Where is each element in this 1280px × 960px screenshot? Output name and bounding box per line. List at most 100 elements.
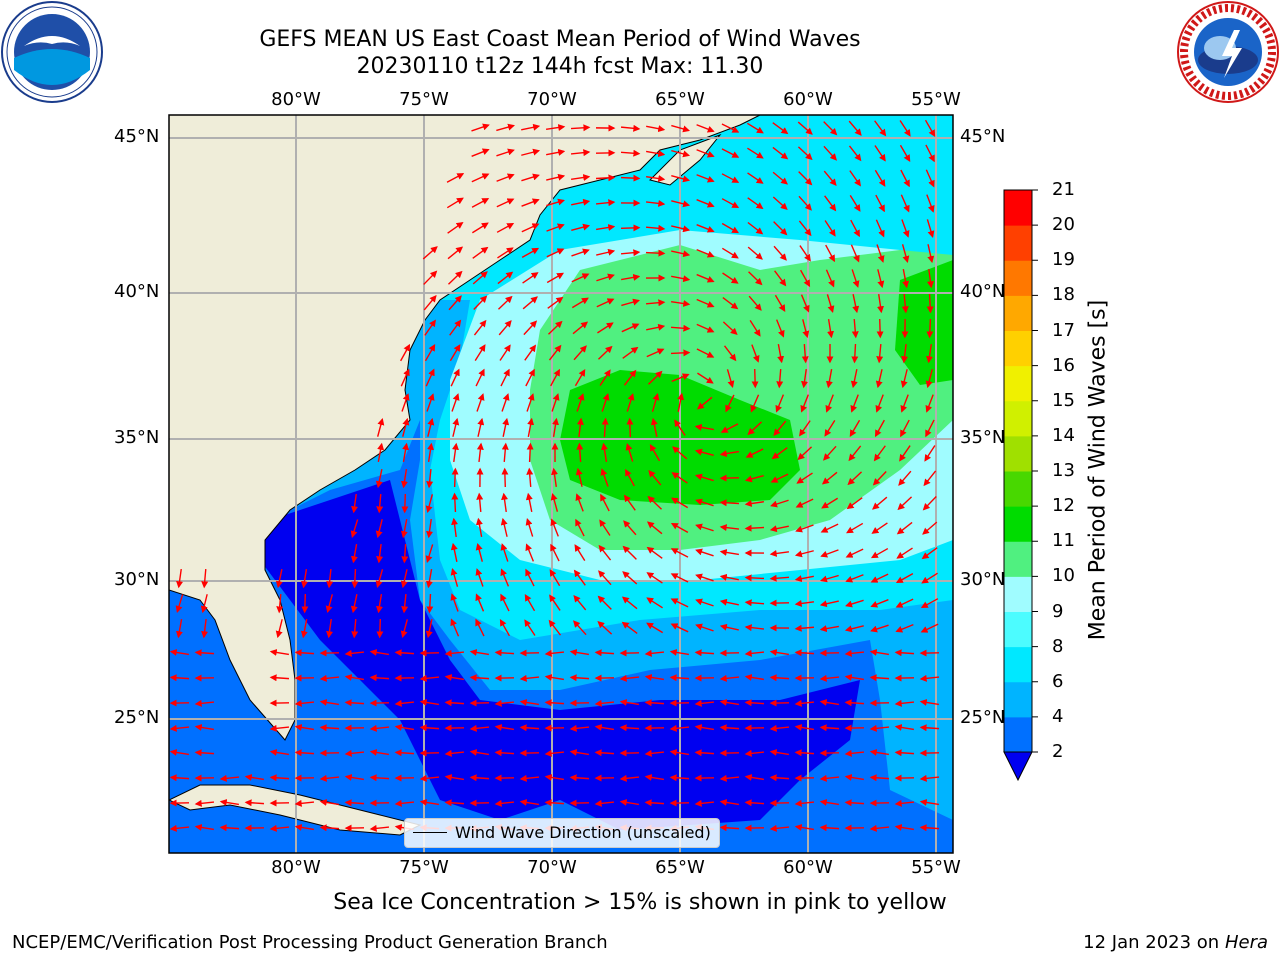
wave-direction-arrow [873, 445, 886, 462]
wave-direction-arrow [671, 472, 688, 484]
wave-direction-arrow [797, 146, 813, 161]
colorbar-tick-label: 21 [1052, 179, 1075, 200]
wave-direction-arrow [802, 319, 810, 339]
wave-direction-arrow [877, 293, 884, 314]
wave-direction-arrow [776, 368, 784, 389]
wave-direction-arrow [619, 774, 640, 782]
wave-direction-arrow [870, 599, 889, 608]
wave-direction-arrow [744, 599, 765, 607]
wave-direction-arrow [569, 724, 590, 732]
wave-direction-arrow [874, 169, 886, 187]
wave-direction-arrow [194, 799, 215, 807]
wave-direction-arrow [447, 270, 463, 285]
wave-direction-arrow [526, 442, 534, 463]
wave-direction-arrow [573, 345, 587, 361]
wave-direction-arrow [575, 467, 583, 487]
wave-direction-arrow [875, 219, 885, 238]
wave-direction-arrow [400, 619, 409, 639]
wave-direction-arrow [444, 649, 465, 657]
wave-direction-arrow [546, 148, 566, 156]
wave-direction-arrow [294, 699, 315, 707]
wave-direction-arrow [919, 724, 940, 732]
wave-direction-arrow [596, 298, 615, 308]
lon-label-top: 80°W [271, 89, 321, 110]
wave-direction-arrow [169, 824, 190, 832]
wave-direction-arrow [497, 295, 513, 310]
wave-direction-arrow [847, 471, 863, 486]
wave-direction-arrow [823, 121, 838, 136]
wave-direction-arrow [671, 373, 690, 383]
wave-direction-arrow [669, 749, 689, 756]
colorbar-tick-label: 15 [1052, 389, 1075, 411]
wave-direction-arrow [875, 394, 884, 413]
wave-direction-arrow [301, 593, 309, 614]
noaa-logo [1, 1, 103, 103]
wave-direction-arrow [594, 649, 615, 657]
wave-direction-arrow [571, 223, 591, 231]
wave-direction-arrow [744, 699, 765, 707]
lon-label-top: 60°W [783, 89, 833, 110]
wave-direction-arrow [901, 219, 910, 238]
wave-period-zone-below-2s [260, 480, 860, 830]
wave-direction-arrow [921, 547, 938, 560]
colorbar-tick-label: 17 [1052, 319, 1075, 341]
wave-direction-arrow [623, 494, 636, 511]
wave-direction-arrow [721, 173, 740, 183]
wave-direction-arrow [646, 150, 666, 158]
wave-direction-arrow [769, 824, 790, 832]
wave-direction-arrow [845, 574, 864, 583]
wave-direction-arrow [546, 248, 565, 258]
wave-direction-arrow [850, 369, 858, 389]
wave-direction-arrow [446, 197, 464, 209]
wave-direction-arrow [451, 393, 460, 412]
wave-direction-arrow [646, 521, 663, 535]
colorbar-segment [1004, 295, 1032, 331]
map-plot-area [169, 115, 953, 853]
wave-direction-arrow [573, 594, 587, 611]
map-frame [168, 114, 954, 854]
lon-label-bottom: 60°W [783, 857, 833, 878]
wave-direction-arrow [451, 517, 459, 538]
wave-direction-arrow [601, 442, 608, 462]
colorbar-tick-label: 9 [1052, 600, 1064, 622]
wave-direction-arrow [175, 594, 184, 613]
wave-direction-arrow [877, 269, 885, 289]
wave-direction-arrow [425, 368, 435, 387]
wave-direction-arrow [244, 799, 265, 807]
wave-direction-arrow [872, 496, 888, 510]
wave-direction-arrow [400, 368, 410, 387]
wave-direction-arrow [919, 674, 940, 682]
wave-direction-arrow [500, 593, 510, 612]
wave-direction-arrow [598, 345, 613, 360]
wave-direction-arrow [770, 499, 789, 508]
wave-direction-arrow [645, 224, 666, 232]
wave-direction-arrow [671, 200, 691, 208]
wave-direction-arrow [269, 774, 290, 782]
wave-direction-arrow [899, 120, 911, 137]
wave-direction-arrow [376, 417, 385, 437]
wave-direction-arrow [626, 393, 635, 412]
wave-direction-arrow [671, 225, 691, 233]
wave-direction-arrow [874, 419, 885, 438]
wind-wave-direction-arrows [169, 119, 940, 832]
wave-direction-arrow [376, 618, 384, 639]
wave-direction-arrow [874, 120, 887, 137]
wave-direction-arrow [194, 649, 215, 657]
wave-direction-arrow [869, 649, 889, 656]
wave-direction-arrow [521, 173, 540, 182]
wave-direction-arrow [721, 198, 740, 208]
lon-label-bottom: 75°W [399, 857, 449, 878]
wave-direction-arrow [669, 774, 690, 782]
wave-direction-arrow [750, 394, 760, 413]
wave-direction-arrow [571, 198, 591, 206]
wave-direction-arrow [344, 799, 365, 807]
wave-direction-arrow [795, 524, 814, 533]
wave-direction-arrow [900, 194, 910, 213]
wave-direction-arrow [722, 272, 739, 284]
wave-direction-arrow [351, 618, 359, 639]
wave-direction-arrow [326, 568, 334, 589]
colorbar-tick-label: 16 [1052, 354, 1075, 376]
wave-direction-arrow [896, 547, 913, 559]
wave-direction-arrow [770, 473, 789, 483]
wave-direction-arrow [747, 197, 764, 210]
